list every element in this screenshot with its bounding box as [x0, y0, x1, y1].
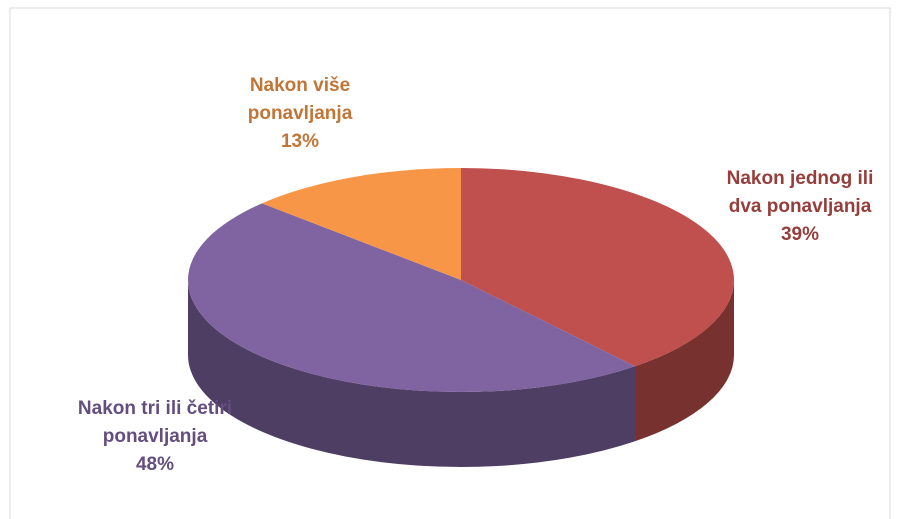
label-value: 13% [280, 131, 320, 152]
data-label: Nakon tri ili četiri ponavljanja 48% [75, 395, 235, 479]
label-value: 39% [780, 224, 820, 245]
data-label: Nakon jednog ili dva ponavljanja 39% [715, 165, 885, 249]
chart-border [9, 7, 891, 519]
label-value: 48% [135, 454, 175, 475]
label-name: Nakon više ponavljanja [247, 75, 353, 124]
slice-side [635, 280, 734, 442]
slice [461, 168, 734, 367]
slice [261, 168, 461, 280]
label-name: Nakon jednog ili dva ponavljanja [726, 168, 874, 217]
slice-side [187, 280, 636, 468]
label-name: Nakon tri ili četiri ponavljanja [77, 398, 233, 447]
data-label: Nakon više ponavljanja 13% [210, 72, 390, 156]
slice [187, 203, 636, 393]
